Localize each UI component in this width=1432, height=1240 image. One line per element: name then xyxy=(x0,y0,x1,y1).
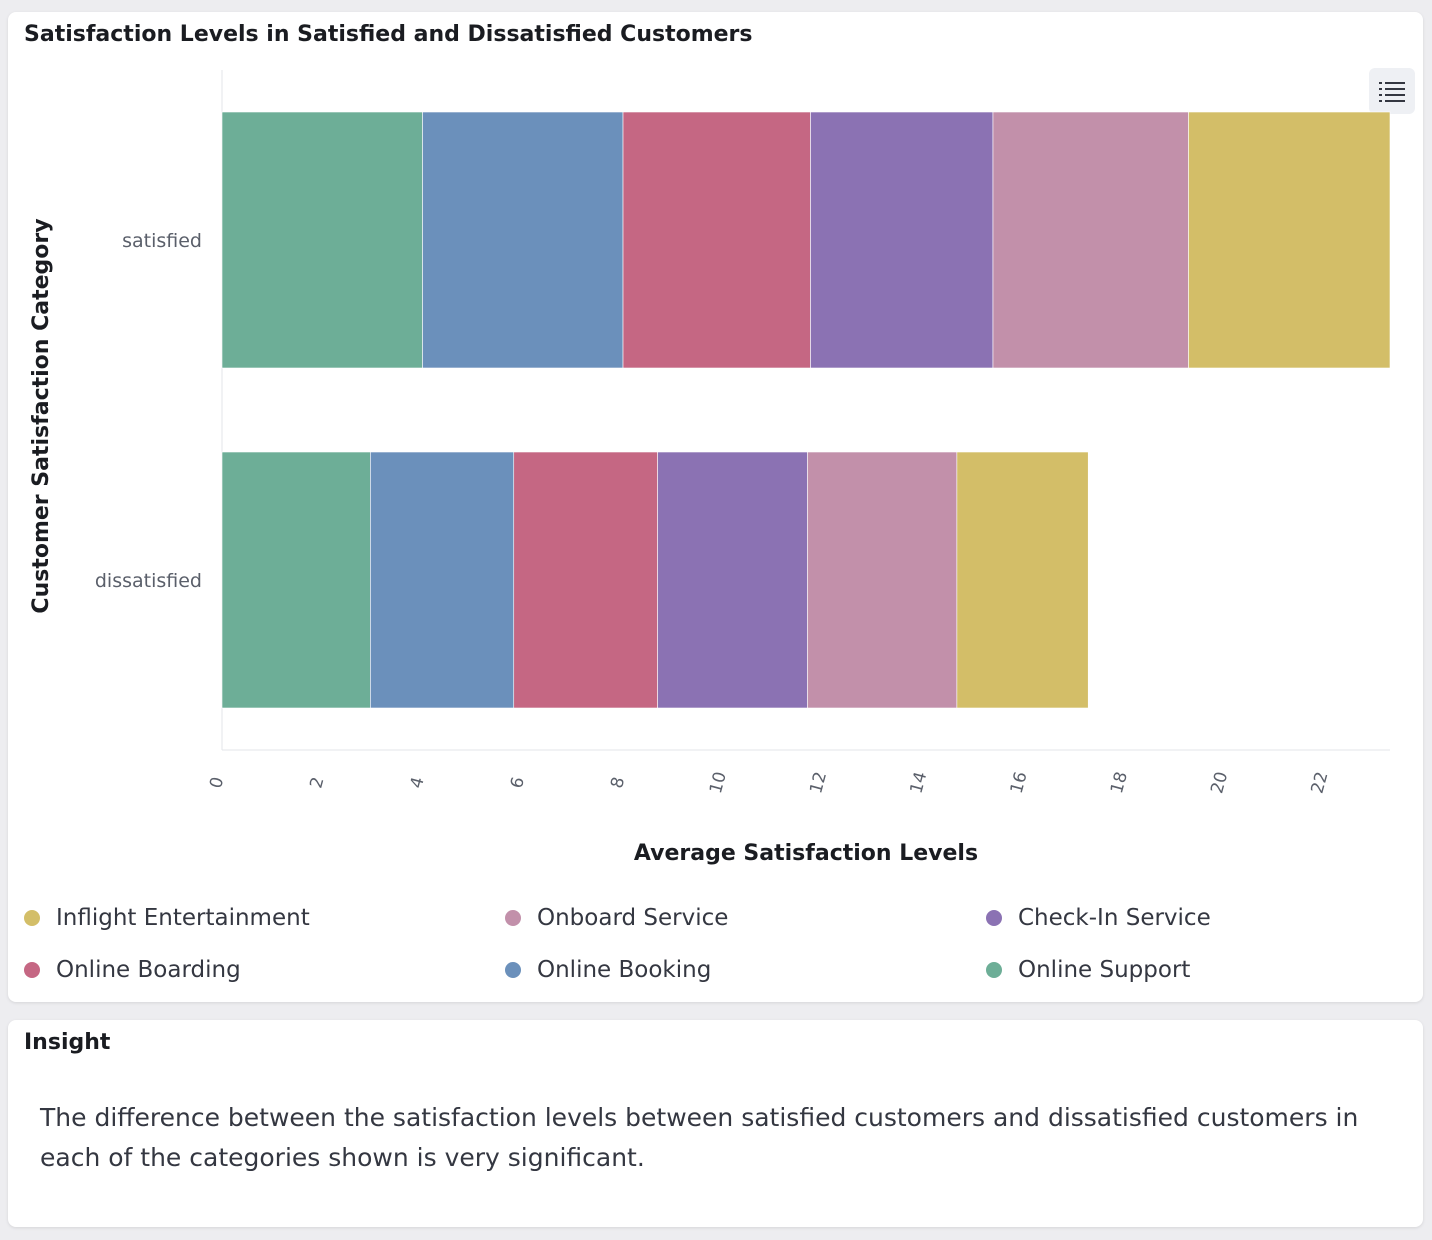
legend-swatch xyxy=(505,910,521,926)
x-tick-label: 16 xyxy=(1007,770,1032,796)
legend-toggle-button[interactable] xyxy=(1369,68,1415,114)
x-tick-label: 8 xyxy=(607,775,629,791)
bar-satisfied-check-in-service xyxy=(810,111,994,369)
chart-title: Satisfaction Levels in Satisfied and Dis… xyxy=(24,22,753,47)
bar-satisfied-online-booking xyxy=(422,111,624,369)
legend-swatch xyxy=(24,962,40,978)
legend-swatch xyxy=(986,910,1002,926)
x-tick-label: 0 xyxy=(206,775,228,791)
x-tick-label: 18 xyxy=(1107,770,1132,796)
x-tick-label: 20 xyxy=(1207,770,1232,796)
legend-item[interactable]: Inflight Entertainment xyxy=(24,903,310,933)
bar-dissatisfied-online-support xyxy=(221,451,371,709)
legend-item[interactable]: Online Booking xyxy=(505,955,711,985)
y-axis-title: Customer Satisfaction Category xyxy=(29,218,54,613)
bar-dissatisfied-check-in-service xyxy=(657,451,808,709)
legend-swatch xyxy=(505,962,521,978)
legend-label: Online Booking xyxy=(537,957,712,983)
legend-label: Inflight Entertainment xyxy=(56,905,310,931)
x-tick-label: 14 xyxy=(907,770,932,796)
legend-item[interactable]: Online Boarding xyxy=(24,955,241,985)
legend-label: Onboard Service xyxy=(537,905,729,931)
bar-satisfied-onboard-service xyxy=(992,111,1189,369)
legend-item[interactable]: Check-In Service xyxy=(986,903,1211,933)
legend-label: Check-In Service xyxy=(1018,905,1211,931)
insight-title: Insight xyxy=(24,1030,111,1055)
bar-dissatisfied-online-boarding xyxy=(513,451,658,709)
bar-dissatisfied-onboard-service xyxy=(807,451,958,709)
x-tick-label: 12 xyxy=(806,770,831,796)
insight-text: The difference between the satisfaction … xyxy=(40,1103,1359,1172)
bar-dissatisfied-inflight-entertainment xyxy=(956,451,1089,709)
y-tick-label: satisfied xyxy=(122,230,202,252)
bar-satisfied-online-support xyxy=(221,111,423,369)
bar-satisfied-inflight-entertainment xyxy=(1188,111,1391,369)
legend-swatch xyxy=(24,910,40,926)
legend-item[interactable]: Online Support xyxy=(986,955,1190,985)
chart-panel: Satisfaction Levels in Satisfied and Dis… xyxy=(8,12,1423,1002)
x-tick-label: 22 xyxy=(1308,770,1333,796)
insight-panel: Insight The difference between the satis… xyxy=(8,1020,1423,1227)
bar-chart: satisfied dissatisfied 0 2 4 6 8 10 12 14 16 18 20 22… xyxy=(29,70,1391,866)
legend-label: Online Support xyxy=(1018,957,1191,983)
legend-label: Online Boarding xyxy=(56,957,241,983)
x-tick-label: 2 xyxy=(306,775,328,791)
x-tick-label: 10 xyxy=(706,770,731,796)
legend-swatch xyxy=(986,962,1002,978)
x-tick-label: 4 xyxy=(407,775,429,791)
bar-dissatisfied-online-booking xyxy=(370,451,515,709)
x-tick-label: 6 xyxy=(507,775,529,791)
x-axis-title: Average Satisfaction Levels xyxy=(634,841,978,866)
y-tick-label: dissatisfied xyxy=(95,570,202,592)
bar-satisfied-online-boarding xyxy=(622,111,811,369)
list-icon xyxy=(1379,82,1405,102)
legend-item[interactable]: Onboard Service xyxy=(505,903,728,933)
